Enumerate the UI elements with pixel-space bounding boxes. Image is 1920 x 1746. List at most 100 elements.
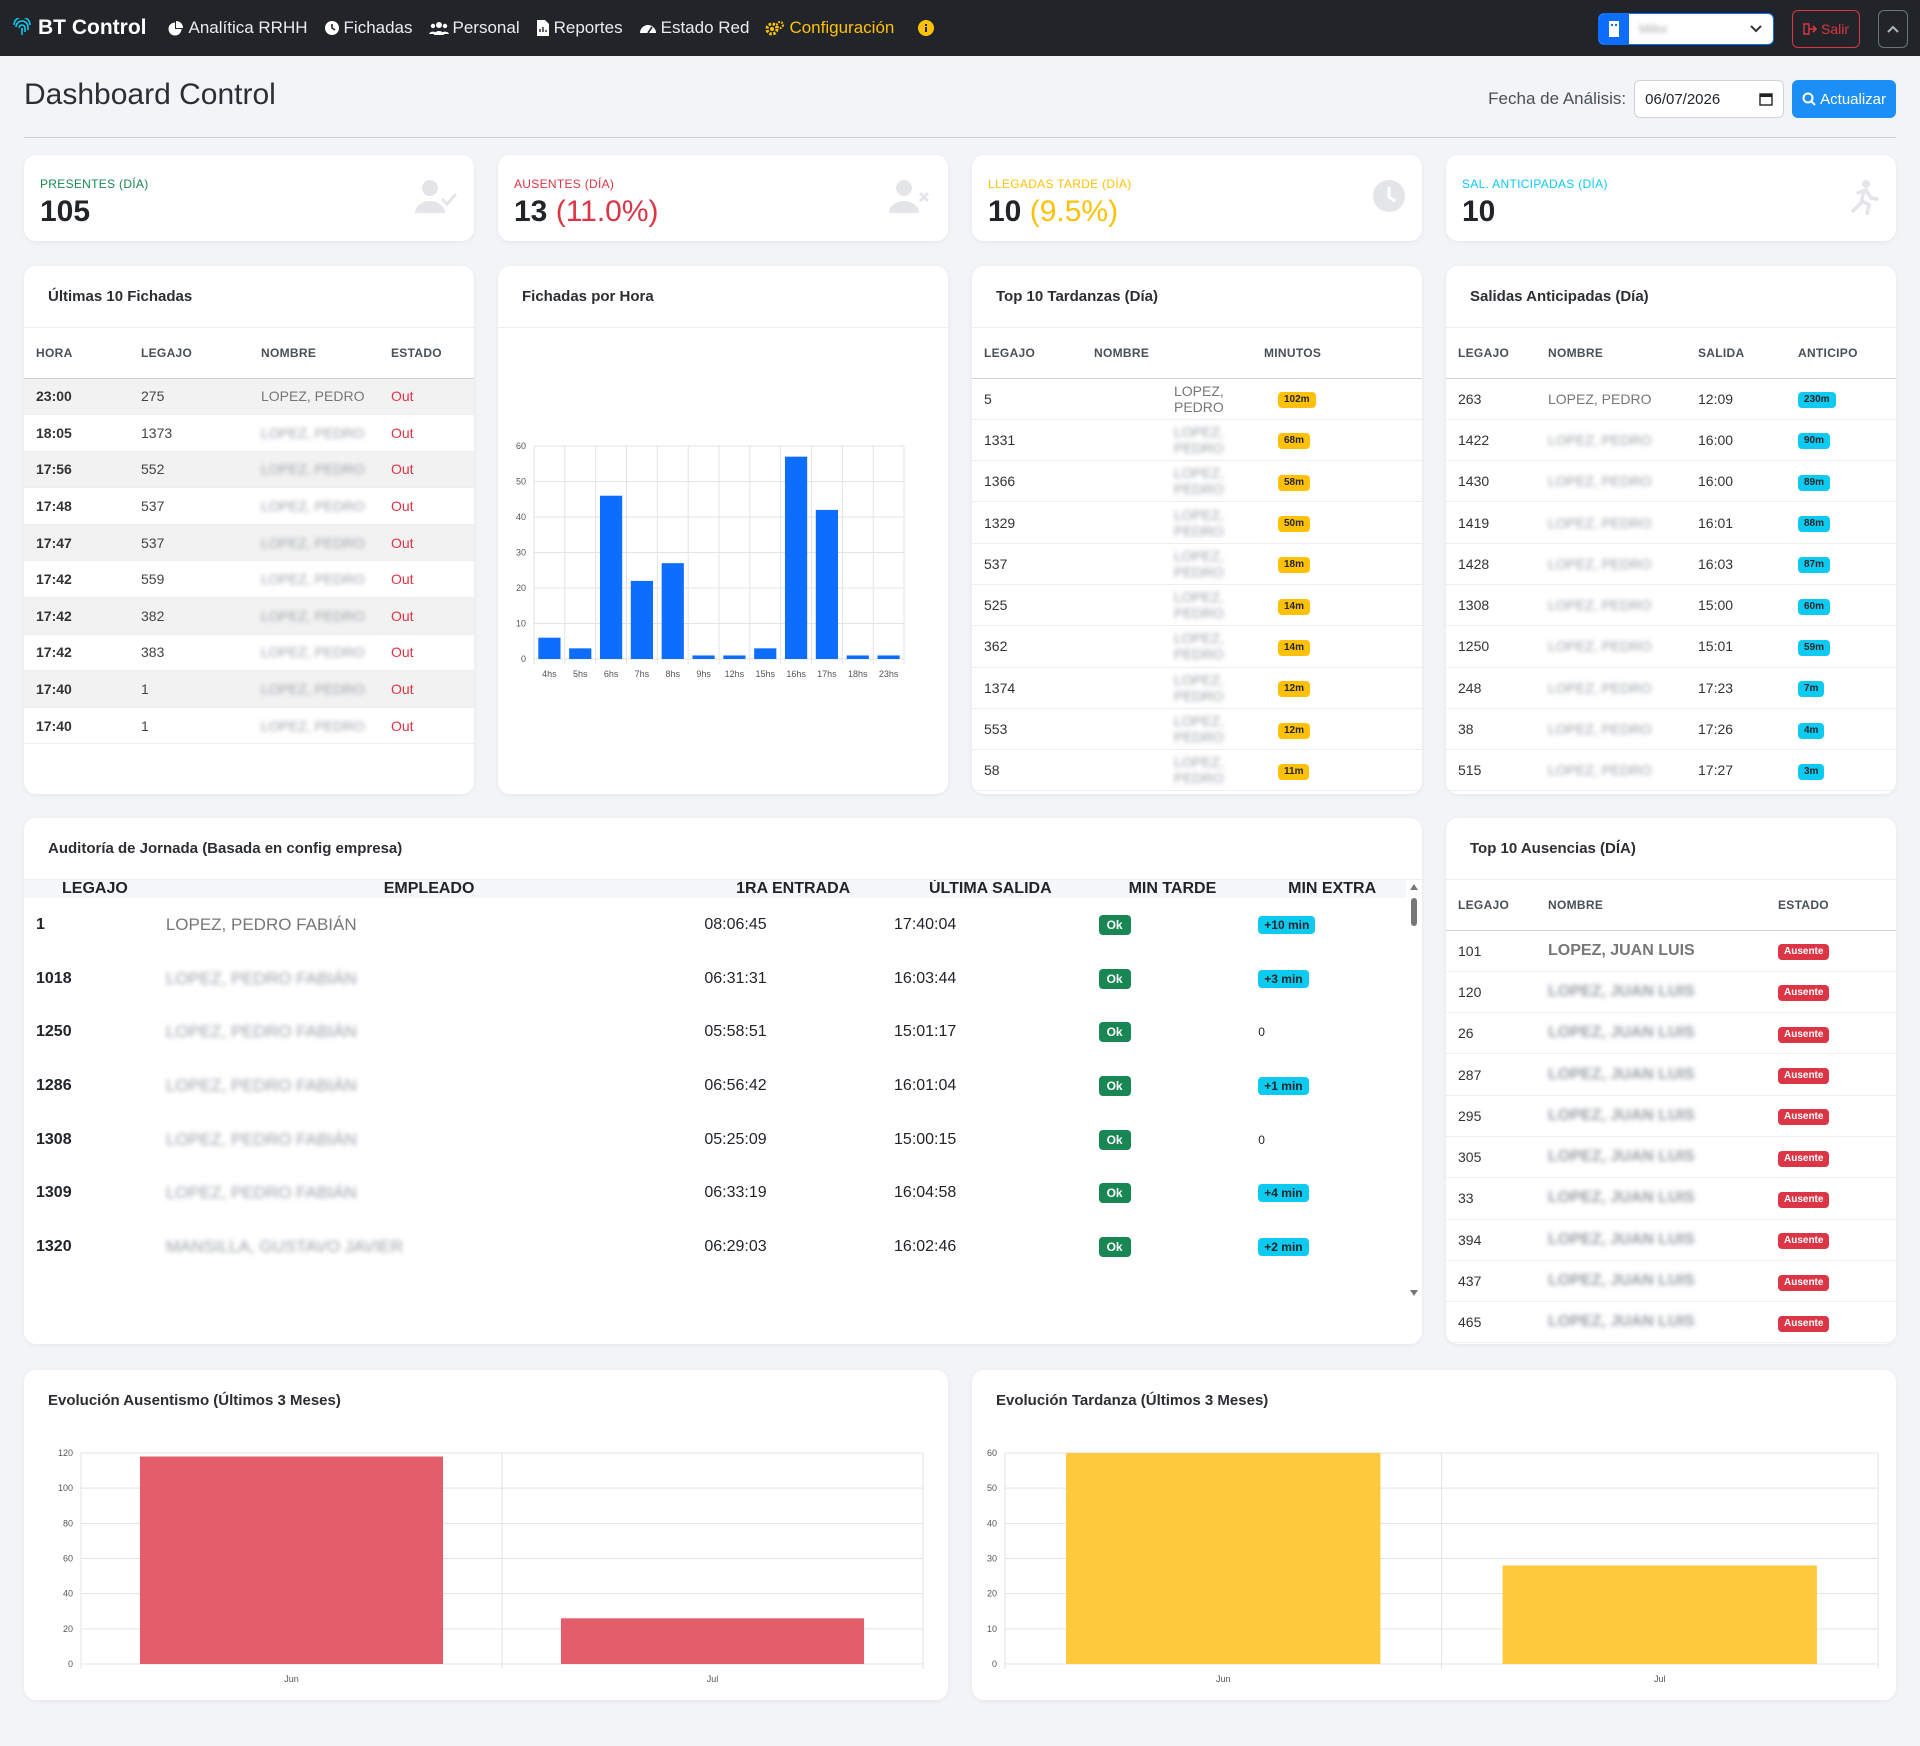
table-row[interactable]: 1430 LOPEZ, PEDRO 16:00 89m — [1446, 460, 1896, 503]
nav-personal[interactable]: Personal — [428, 18, 520, 38]
table-row[interactable]: 33 LOPEZ, JUAN LUIS Ausente — [1446, 1177, 1896, 1220]
table-row[interactable]: 1331 LOPEZ, PEDRO 68m — [972, 419, 1422, 462]
table-row[interactable]: 1374 LOPEZ, PEDRO 12m — [972, 667, 1422, 709]
bar[interactable] — [723, 655, 746, 659]
tenant-select[interactable]: Millor — [1629, 14, 1749, 44]
table-row[interactable]: 537 LOPEZ, PEDRO 18m — [972, 543, 1422, 585]
table-row[interactable]: 1309 LOPEZ, PEDRO FABIÁN 06:33:19 16:04:58 O… — [24, 1166, 1406, 1220]
column-header[interactable]: ANTICIPO — [1786, 328, 1896, 379]
bar[interactable] — [815, 509, 839, 659]
table-row[interactable]: 1422 LOPEZ, PEDRO 16:00 90m — [1446, 419, 1896, 462]
table-row[interactable]: 18:05 1373 LOPEZ, PEDRO Out — [24, 414, 474, 452]
table-row[interactable]: 263 LOPEZ, PEDRO 12:09 230m — [1446, 378, 1896, 420]
table-row[interactable]: 465 LOPEZ, JUAN LUIS Ausente — [1446, 1301, 1896, 1344]
bar[interactable] — [1502, 1565, 1817, 1664]
column-header[interactable]: MIN EXTRA — [1288, 880, 1377, 897]
table-row[interactable]: 362 LOPEZ, PEDRO 14m — [972, 625, 1422, 668]
table-row[interactable]: 515 LOPEZ, PEDRO 17:27 3m — [1446, 749, 1896, 792]
bar[interactable] — [692, 655, 715, 659]
table-row[interactable]: 287 LOPEZ, JUAN LUIS Ausente — [1446, 1053, 1896, 1096]
table-row[interactable]: 17:42 382 LOPEZ, PEDRO Out — [24, 597, 474, 635]
column-header[interactable]: EMPLEADO — [383, 880, 475, 897]
table-row[interactable]: 17:42 383 LOPEZ, PEDRO Out — [24, 634, 474, 672]
table-row[interactable]: 525 LOPEZ, PEDRO 14m — [972, 584, 1422, 627]
bar[interactable] — [846, 655, 869, 659]
nav-estado-red[interactable]: Estado Red — [639, 18, 749, 38]
column-header[interactable]: LEGAJO — [972, 328, 1082, 379]
bar[interactable] — [569, 648, 592, 659]
table-row[interactable]: 394 LOPEZ, JUAN LUIS Ausente — [1446, 1219, 1896, 1261]
column-header[interactable]: 1RA ENTRADA — [736, 880, 851, 897]
table-row[interactable]: 1366 LOPEZ, PEDRO 58m — [972, 460, 1422, 503]
table-row[interactable]: 553 LOPEZ, PEDRO 12m — [972, 708, 1422, 751]
brand[interactable]: BT Control — [12, 16, 146, 40]
table-row[interactable]: 17:56 552 LOPEZ, PEDRO Out — [24, 451, 474, 489]
column-header[interactable]: MIN TARDE — [1128, 880, 1217, 897]
column-header[interactable]: ÚLTIMA SALIDA — [928, 880, 1052, 897]
scrollbar[interactable] — [1406, 880, 1422, 1300]
table-row[interactable]: 1329 LOPEZ, PEDRO 50m — [972, 501, 1422, 544]
table-row[interactable]: 23:00 275 LOPEZ, PEDRO Out — [24, 378, 474, 416]
bar[interactable] — [599, 495, 623, 659]
column-header[interactable]: NOMBRE — [249, 328, 379, 379]
bar[interactable] — [784, 456, 808, 659]
date-input[interactable]: 06/07/2026 — [1634, 80, 1785, 118]
column-header[interactable]: NOMBRE — [1536, 880, 1766, 931]
info-icon[interactable] — [918, 20, 935, 36]
table-row[interactable]: 58 LOPEZ, PEDRO 11m — [972, 749, 1422, 792]
table-row[interactable]: 1250 LOPEZ, PEDRO FABIÁN 05:58:51 15:01:17 O… — [24, 1005, 1406, 1059]
column-header[interactable]: NOMBRE — [1082, 328, 1252, 379]
table-row[interactable]: 17:40 1 LOPEZ, PEDRO Out — [24, 670, 474, 708]
bar[interactable] — [630, 580, 654, 659]
column-header[interactable]: LEGAJO — [62, 880, 128, 897]
table-row[interactable]: 120 LOPEZ, JUAN LUIS Ausente — [1446, 971, 1896, 1014]
auditoria-scroll[interactable]: LEGAJO EMPLEADO 1RA ENTRADA ÚLTIMA SALIDA MI… — [24, 880, 1406, 1300]
table-row[interactable]: 17:48 537 LOPEZ, PEDRO Out — [24, 487, 474, 525]
table-row[interactable]: 305 LOPEZ, JUAN LUIS Ausente — [1446, 1136, 1896, 1179]
column-header[interactable]: ESTADO — [1766, 880, 1896, 931]
table-row[interactable]: 5 LOPEZ, PEDRO 102m — [972, 378, 1422, 420]
column-header[interactable]: LEGAJO — [129, 328, 249, 379]
collapse-button[interactable] — [1878, 10, 1908, 48]
table-row[interactable]: 248 LOPEZ, PEDRO 17:23 7m — [1446, 667, 1896, 709]
table-row[interactable]: 295 LOPEZ, JUAN LUIS Ausente — [1446, 1095, 1896, 1137]
table-row[interactable]: 17:42 559 LOPEZ, PEDRO Out — [24, 560, 474, 599]
table-row[interactable]: 17:47 537 LOPEZ, PEDRO Out — [24, 524, 474, 562]
table-row[interactable]: 101 LOPEZ, JUAN LUIS Ausente — [1446, 930, 1896, 972]
table-row[interactable]: 1428 LOPEZ, PEDRO 16:03 87m — [1446, 543, 1896, 585]
nav-configuracion[interactable]: Configuración — [765, 18, 894, 38]
calendar-icon[interactable] — [1759, 92, 1773, 106]
nav-reportes[interactable]: Reportes — [536, 18, 623, 38]
refresh-button[interactable]: Actualizar — [1792, 80, 1896, 118]
bar[interactable] — [754, 648, 777, 659]
table-row[interactable]: 26 LOPEZ, JUAN LUIS Ausente — [1446, 1012, 1896, 1055]
table-row[interactable]: 1419 LOPEZ, PEDRO 16:01 88m — [1446, 501, 1896, 544]
table-row[interactable]: 1 LOPEZ, PEDRO FABIÁN 08:06:45 17:40:04 Ok +1… — [24, 898, 1406, 952]
logout-button[interactable]: Salir — [1791, 10, 1860, 48]
column-header[interactable]: NOMBRE — [1536, 328, 1686, 379]
table-row[interactable]: 1286 LOPEZ, PEDRO FABIÁN 06:56:42 16:01:04 O… — [24, 1059, 1406, 1113]
table-row[interactable]: 17:40 1 LOPEZ, PEDRO Out — [24, 707, 474, 745]
bar[interactable] — [1066, 1453, 1381, 1664]
table-row[interactable]: 1308 LOPEZ, PEDRO 15:00 60m — [1446, 584, 1896, 627]
table-row[interactable]: 437 LOPEZ, JUAN LUIS Ausente — [1446, 1260, 1896, 1303]
nav-fichadas[interactable]: Fichadas — [324, 18, 413, 38]
bar[interactable] — [661, 563, 684, 659]
column-header[interactable]: SALIDA — [1686, 328, 1786, 379]
tenant-selector[interactable]: Millor — [1597, 13, 1774, 45]
table-row[interactable]: 38 LOPEZ, PEDRO 17:26 4m — [1446, 708, 1896, 751]
column-header[interactable]: HORA — [24, 328, 129, 379]
table-row[interactable]: 1320 MANSILLA, GUSTAVO JAVIER 06:29:03 16:0… — [24, 1220, 1406, 1274]
column-header[interactable]: LEGAJO — [1446, 328, 1536, 379]
table-row[interactable]: 1308 LOPEZ, PEDRO FABIÁN 05:25:09 15:00:15 O… — [24, 1113, 1406, 1167]
table-row[interactable]: 1018 LOPEZ, PEDRO FABIÁN 06:31:31 16:03:44 O… — [24, 952, 1406, 1006]
column-header[interactable]: MINUTOS — [1252, 328, 1422, 379]
table-row[interactable]: 1250 LOPEZ, PEDRO 15:01 59m — [1446, 625, 1896, 668]
bar[interactable] — [538, 637, 561, 659]
nav-analitica[interactable]: Analítica RRHH — [168, 18, 308, 38]
bar[interactable] — [877, 655, 900, 659]
bar[interactable] — [139, 1456, 444, 1664]
column-header[interactable]: LEGAJO — [1446, 880, 1536, 931]
column-header[interactable]: ESTADO — [379, 328, 474, 379]
bar[interactable] — [560, 1618, 865, 1664]
